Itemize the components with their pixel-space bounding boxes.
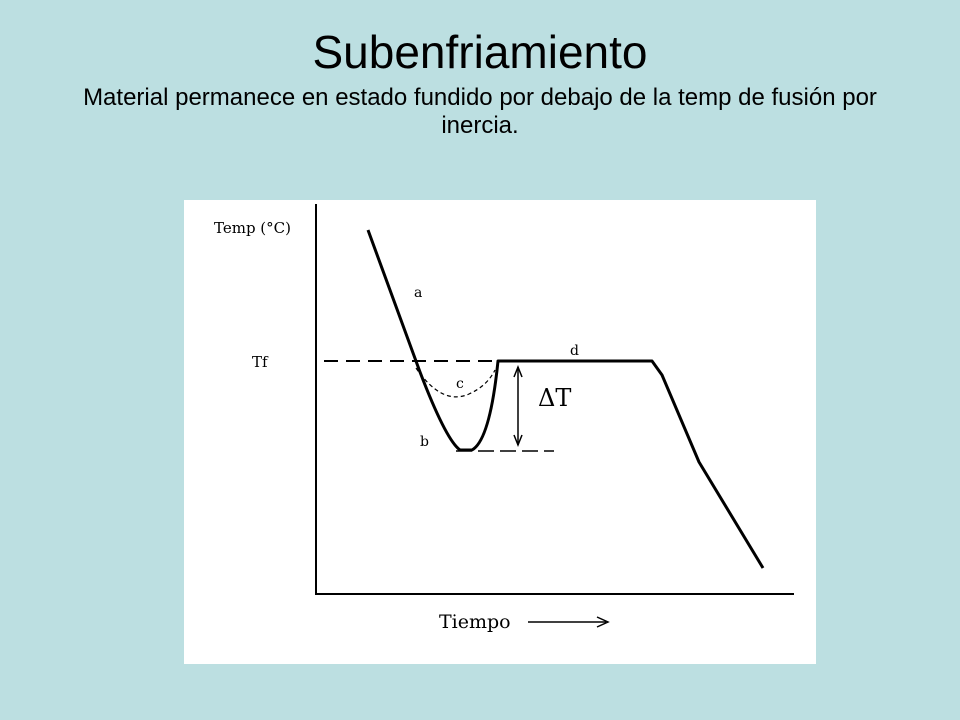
ideal-curve-c <box>415 367 496 398</box>
slide-title: Subenfriamiento <box>312 26 648 78</box>
curve-label-b: b <box>420 434 429 450</box>
slide-subtitle: Material permanece en estado fundido por… <box>83 84 877 139</box>
curve-label-c: c <box>456 376 464 392</box>
tf-label: Tf <box>252 353 269 371</box>
curve-label-d: d <box>570 343 579 359</box>
delta-t-label: ΔT <box>538 384 571 412</box>
time-arrow-head <box>596 616 610 628</box>
x-axis-label: Tiempo <box>439 611 511 633</box>
delta-t-arrow-head-top <box>513 364 523 378</box>
cooling-curve-figure: Temp (°C) Tf a b c d ΔT Tiempo <box>184 200 816 664</box>
delta-t-arrow-head-bottom <box>513 434 523 448</box>
y-axis-label: Temp (°C) <box>214 219 291 237</box>
cooling-curve <box>366 229 765 569</box>
cooling-curve-diagram: Temp (°C) Tf a b c d ΔT Tiempo <box>214 204 794 633</box>
curve-label-a: a <box>414 285 422 301</box>
